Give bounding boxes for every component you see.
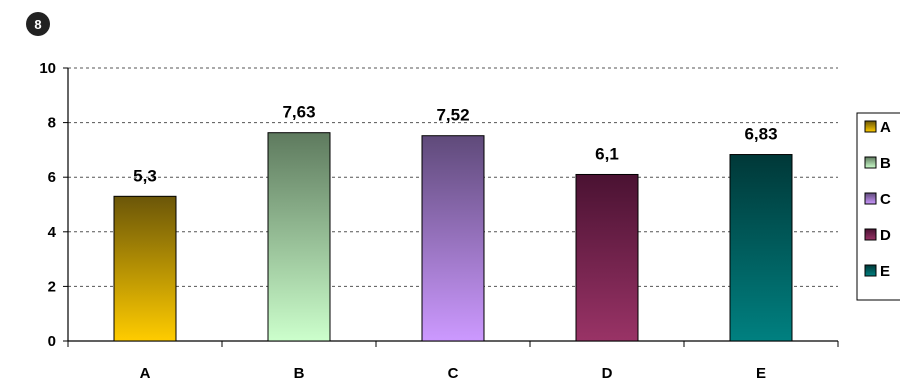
legend-swatch [864,156,877,169]
legend-item-c: C [864,191,891,208]
legend-item-a: A [864,119,891,136]
legend-label: D [880,227,891,244]
y-tick-label: 8 [48,115,56,132]
legend-item-e: E [864,263,890,280]
legend-label: E [880,263,890,280]
y-tick-label: 6 [48,169,56,186]
legend-swatch [864,264,877,277]
bar-value-label: 6,1 [595,144,619,163]
bar-d [575,173,639,342]
bars: 5,3 7,63 7,52 6,1 6,83 [113,103,793,342]
legend-label: B [880,155,891,172]
bar-value-label: 7,63 [282,103,315,122]
y-tick-label: 4 [48,224,57,241]
legend-swatch [864,192,877,205]
legend-item-d: D [864,227,891,244]
bar-value-label: 5,3 [133,166,157,185]
bar-a [113,195,177,342]
x-category-label: B [294,365,305,382]
legend-swatch [864,120,877,133]
legend-label: A [880,119,891,136]
y-tick-label: 10 [39,60,56,77]
bar-rect [113,195,177,342]
bar-rect [729,154,793,342]
bar-rect [267,132,331,342]
bar-e [729,154,793,342]
x-category-label: D [602,365,613,382]
bar-value-label: 7,52 [436,106,469,125]
x-axis-labels: A B C D E [140,365,766,382]
y-tick-label: 2 [48,278,56,295]
legend-swatch [864,228,877,241]
chart-number-badge: 8 [26,12,50,36]
bar-rect [575,173,639,342]
legend-box [856,112,900,301]
bar-rect [421,135,485,342]
bar-value-label: 6,83 [744,125,777,144]
y-tick-label: 0 [48,333,56,350]
x-category-label: A [140,365,151,382]
bar-c [421,135,485,342]
legend: A B C D E [856,112,900,301]
y-axis-ticks: 0 2 4 6 8 10 [39,60,68,350]
bar-b [267,132,331,342]
legend-item-b: B [864,155,891,172]
legend-label: C [880,191,891,208]
x-category-label: E [756,365,766,382]
x-category-label: C [448,365,459,382]
